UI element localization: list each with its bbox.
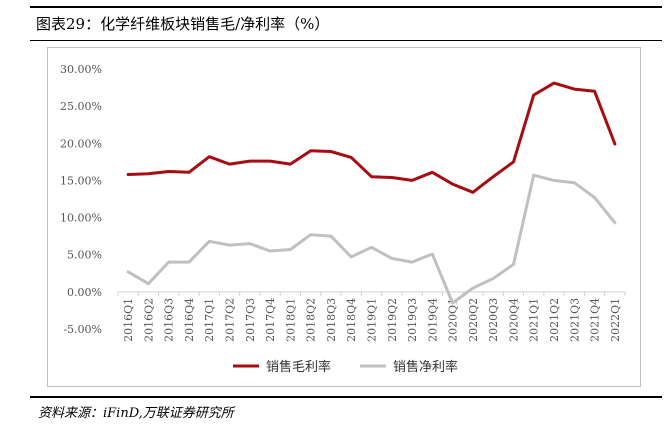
x-tick-label: 2020Q1 — [447, 298, 460, 342]
net-margin-line — [126, 173, 617, 305]
x-tick-label: 2017Q1 — [203, 298, 216, 342]
x-tick-label: 2021Q4 — [589, 298, 602, 342]
source-note: 资料来源：iFinD,万联证券研究所 — [38, 406, 234, 421]
y-tick-label: 10.00% — [60, 212, 102, 225]
y-tick-label: 15.00% — [60, 174, 102, 187]
figure-title: 图表29：化学纤维板块销售毛/净利率（%） — [36, 15, 330, 33]
x-tick-label: 2018Q3 — [325, 298, 338, 342]
x-tick-label: 2021Q3 — [568, 298, 581, 342]
x-tick-label: 2019Q3 — [406, 298, 419, 342]
figure-title-bar: 图表29：化学纤维板块销售毛/净利率（%） — [30, 6, 662, 41]
x-tick-label: 2016Q4 — [183, 298, 196, 342]
legend-label: 销售净利率 — [393, 359, 458, 375]
x-tick-label: 2017Q4 — [264, 298, 277, 342]
x-tick-label: 2019Q4 — [426, 298, 439, 342]
y-tick-label: 30.00% — [60, 63, 102, 76]
x-axis: 2016Q1 2016Q2 2016Q3 2016Q4 2017Q1 2017Q2 2017… — [117, 291, 626, 342]
legend-label: 销售毛利率 — [266, 359, 331, 375]
bottom-rule — [30, 396, 662, 398]
gross-margin-line — [126, 81, 617, 194]
x-tick-label: 2017Q3 — [244, 298, 257, 342]
x-tick-label: 2016Q1 — [122, 298, 135, 342]
y-tick-label: -5.00% — [63, 323, 102, 336]
y-tick-label: 20.00% — [60, 137, 102, 150]
y-axis: 30.00% 25.00% 20.00% 15.00% 10.00% 5.00% 0.00%… — [60, 63, 102, 336]
x-tick-label: 2018Q2 — [305, 298, 318, 342]
x-tick-label: 2020Q3 — [487, 298, 500, 342]
y-tick-label: 25.00% — [60, 100, 102, 113]
x-tick-label: 2018Q4 — [345, 298, 358, 342]
x-tick-label: 2019Q1 — [366, 298, 379, 342]
x-tick-label: 2021Q1 — [528, 298, 541, 342]
x-tick-label: 2016Q2 — [142, 298, 155, 342]
x-tick-label: 2017Q2 — [224, 298, 237, 342]
series-group — [126, 81, 617, 305]
legend: 销售毛利率 销售净利率 — [233, 359, 458, 375]
x-tick-label: 2022Q1 — [609, 298, 622, 342]
x-tick-label: 2018Q1 — [284, 298, 297, 342]
x-tick-label: 2016Q3 — [163, 298, 176, 342]
x-tick-label: 2020Q4 — [507, 298, 520, 342]
y-tick-label: 5.00% — [67, 249, 102, 262]
x-tick-label: 2019Q2 — [386, 298, 399, 342]
y-tick-label: 0.00% — [67, 286, 102, 299]
chart-frame — [47, 47, 641, 387]
x-tick-label: 2021Q2 — [548, 298, 561, 342]
x-tick-label: 2020Q2 — [467, 298, 480, 342]
